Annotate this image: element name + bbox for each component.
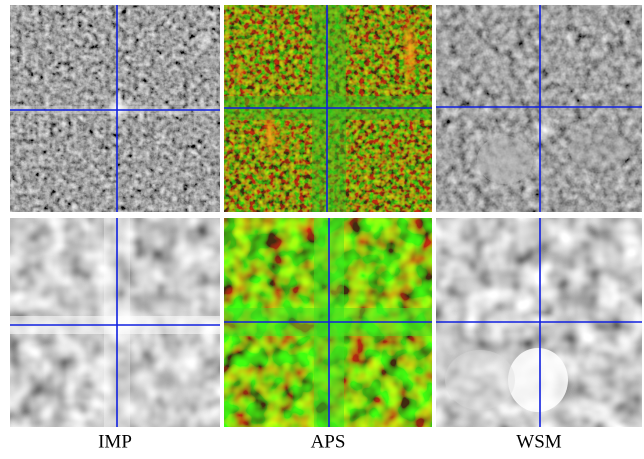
panel-aps-bottom xyxy=(224,218,432,427)
column-label: APS xyxy=(311,431,346,452)
panel-wsm-top xyxy=(436,5,642,212)
column-label: WSM xyxy=(516,431,562,452)
column-label: IMP xyxy=(98,431,132,452)
panel-imp-bottom xyxy=(10,218,220,427)
panel-aps-top xyxy=(224,5,432,212)
panel-wsm-bottom xyxy=(436,218,642,427)
panel-imp-top xyxy=(10,5,220,212)
